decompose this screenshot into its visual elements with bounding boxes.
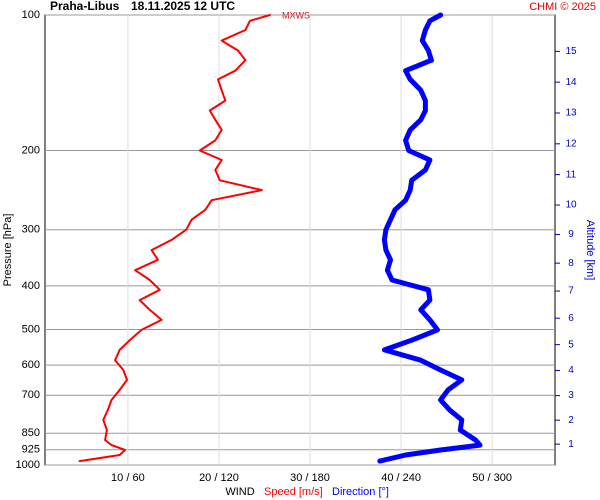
y-tick-label: 200	[22, 144, 40, 156]
y-tick-label: 400	[22, 280, 40, 292]
y2-tick-label: 14	[565, 77, 577, 88]
y2-tick-label: 8	[568, 258, 574, 269]
y-tick-label: 700	[22, 389, 40, 401]
y2-axis-label: Altitude [km]	[584, 220, 596, 281]
y2-tick-label: 11	[566, 169, 577, 180]
x-tick-label: 50 / 300	[472, 472, 512, 484]
x-tick-label: 20 / 120	[199, 472, 239, 484]
credit: CHMI © 2025	[529, 1, 596, 13]
chart-title: Praha-Libus	[50, 0, 120, 13]
y-axis-label: Pressure [hPa]	[2, 214, 14, 287]
y2-tick-label: 15	[565, 46, 577, 57]
x-tick-label: 10 / 60	[111, 472, 145, 484]
y2-tick-label: 4	[568, 365, 574, 376]
y2-tick-label: 9	[568, 229, 574, 240]
y-tick-label: 500	[22, 323, 40, 335]
x-tick-label: 30 / 180	[290, 472, 330, 484]
y2-tick-label: 1	[568, 439, 574, 450]
y2-tick-label: 13	[565, 108, 577, 119]
y2-tick-label: 7	[568, 286, 574, 297]
y-tick-label: 300	[22, 224, 40, 236]
legend-entry: Direction [°]	[332, 486, 389, 498]
x-tick-label: 40 / 240	[381, 472, 421, 484]
y-tick-label: 100	[22, 9, 40, 21]
profile-line	[377, 12, 483, 464]
y2-tick-label: 6	[568, 313, 574, 324]
y2-tick-label: 3	[568, 390, 574, 401]
y2-tick-label: 12	[565, 138, 577, 149]
y-tick-label: 925	[22, 444, 40, 456]
y2-tick-label: 2	[568, 415, 574, 426]
plot-frame	[44, 14, 556, 466]
y-tick-label: 600	[22, 359, 40, 371]
y-tick-label: 1000	[16, 459, 40, 471]
y2-tick-label: 5	[568, 339, 574, 350]
y2-tick-label: 10	[565, 200, 577, 211]
chart-subtitle: 18.11.2025 12 UTC	[131, 0, 235, 13]
x-axis-label: WIND	[225, 486, 254, 498]
legend-entry: Speed [m/s]	[264, 486, 323, 498]
y-tick-label: 850	[22, 427, 40, 439]
profile-line	[78, 14, 271, 463]
